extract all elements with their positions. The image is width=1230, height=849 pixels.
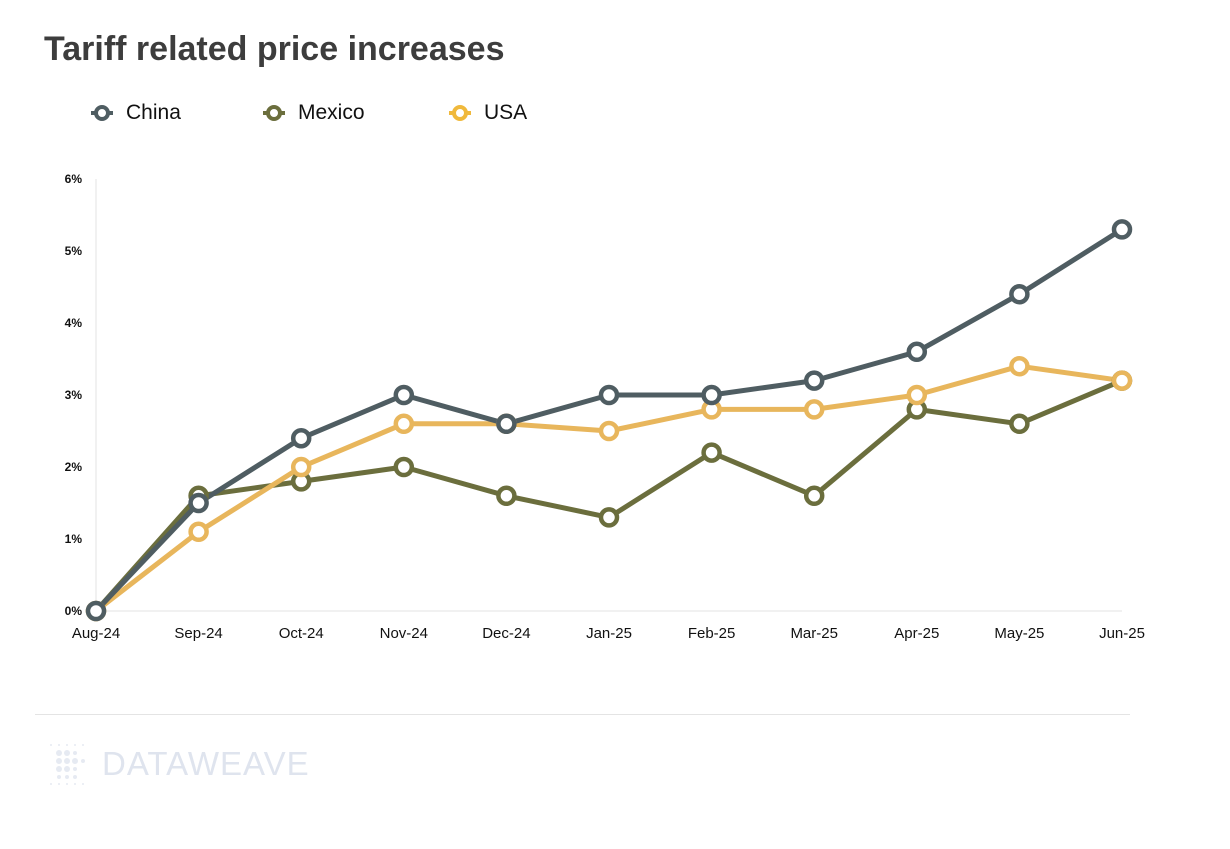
dataweave-logo: DATAWEAVE: [48, 742, 310, 786]
x-tick-label: Sep-24: [174, 625, 222, 642]
data-point-usa: [803, 399, 825, 420]
divider: [35, 714, 1130, 715]
x-tick-label: Dec-24: [482, 625, 530, 642]
legend: China Mexico USA: [90, 101, 527, 125]
data-point-mexico: [1009, 413, 1030, 435]
y-tick-label: 5%: [65, 244, 83, 258]
x-tick-label: Mar-25: [790, 625, 838, 642]
x-tick-label: Oct-24: [279, 625, 324, 642]
y-tick-label: 1%: [65, 532, 83, 546]
legend-label: Mexico: [298, 101, 365, 124]
legend-label: USA: [484, 101, 528, 124]
data-point-mexico: [496, 485, 517, 507]
logo-text: DATAWEAVE: [102, 745, 310, 782]
data-point-mexico: [701, 442, 722, 463]
data-point-china: [85, 600, 107, 622]
legend-item-mexico: Mexico: [262, 101, 448, 125]
x-tick-label: May-25: [994, 625, 1044, 642]
y-tick-label: 4%: [65, 316, 83, 330]
data-point-usa: [906, 384, 928, 406]
data-point-mexico: [803, 485, 825, 507]
y-tick-label: 2%: [65, 460, 83, 474]
data-point-china: [188, 492, 209, 514]
legend-marker-icon: [91, 105, 113, 121]
data-point-usa: [290, 456, 312, 478]
line-chart: 0% 1% 2% 3% 4% 5% 6% Aug-24 Sep-24 Oct-24 Nov-24 De…: [65, 172, 1145, 642]
y-tick-label: 3%: [65, 388, 83, 402]
data-point-china: [598, 384, 620, 406]
x-tick-label: Jun-25: [1099, 625, 1145, 642]
data-point-china: [1111, 219, 1133, 240]
legend-item-usa: USA: [448, 101, 527, 125]
chart-title: Tariff related price increases: [44, 30, 505, 68]
data-point-usa: [1111, 370, 1133, 391]
legend-marker-icon: [263, 105, 285, 121]
data-point-china: [906, 341, 928, 363]
data-point-china: [393, 384, 415, 406]
legend-label: China: [126, 101, 181, 124]
data-point-china: [496, 413, 517, 435]
data-point-china: [1009, 283, 1030, 305]
x-tick-label: Apr-25: [894, 625, 939, 642]
data-point-usa: [598, 420, 620, 442]
series-line-mexico: [94, 378, 1123, 613]
data-point-mexico: [393, 456, 415, 478]
x-tick-label: Aug-24: [72, 625, 120, 642]
logo-dots-icon: [50, 744, 85, 785]
y-tick-label: 0%: [65, 604, 83, 618]
x-tick-label: Jan-25: [586, 625, 632, 642]
data-point-mexico: [598, 507, 620, 528]
x-tick-label: Nov-24: [380, 625, 428, 642]
series-line-china: [94, 227, 1124, 613]
data-point-usa: [1009, 355, 1030, 377]
data-point-china: [290, 427, 312, 449]
x-tick-label: Feb-25: [688, 625, 736, 642]
legend-item-china: China: [90, 101, 262, 125]
data-point-usa: [188, 521, 209, 543]
data-point-china: [701, 384, 722, 406]
legend-marker-icon: [449, 105, 471, 121]
y-tick-label: 6%: [65, 172, 83, 186]
data-point-usa: [393, 413, 415, 435]
data-point-china: [803, 370, 825, 391]
